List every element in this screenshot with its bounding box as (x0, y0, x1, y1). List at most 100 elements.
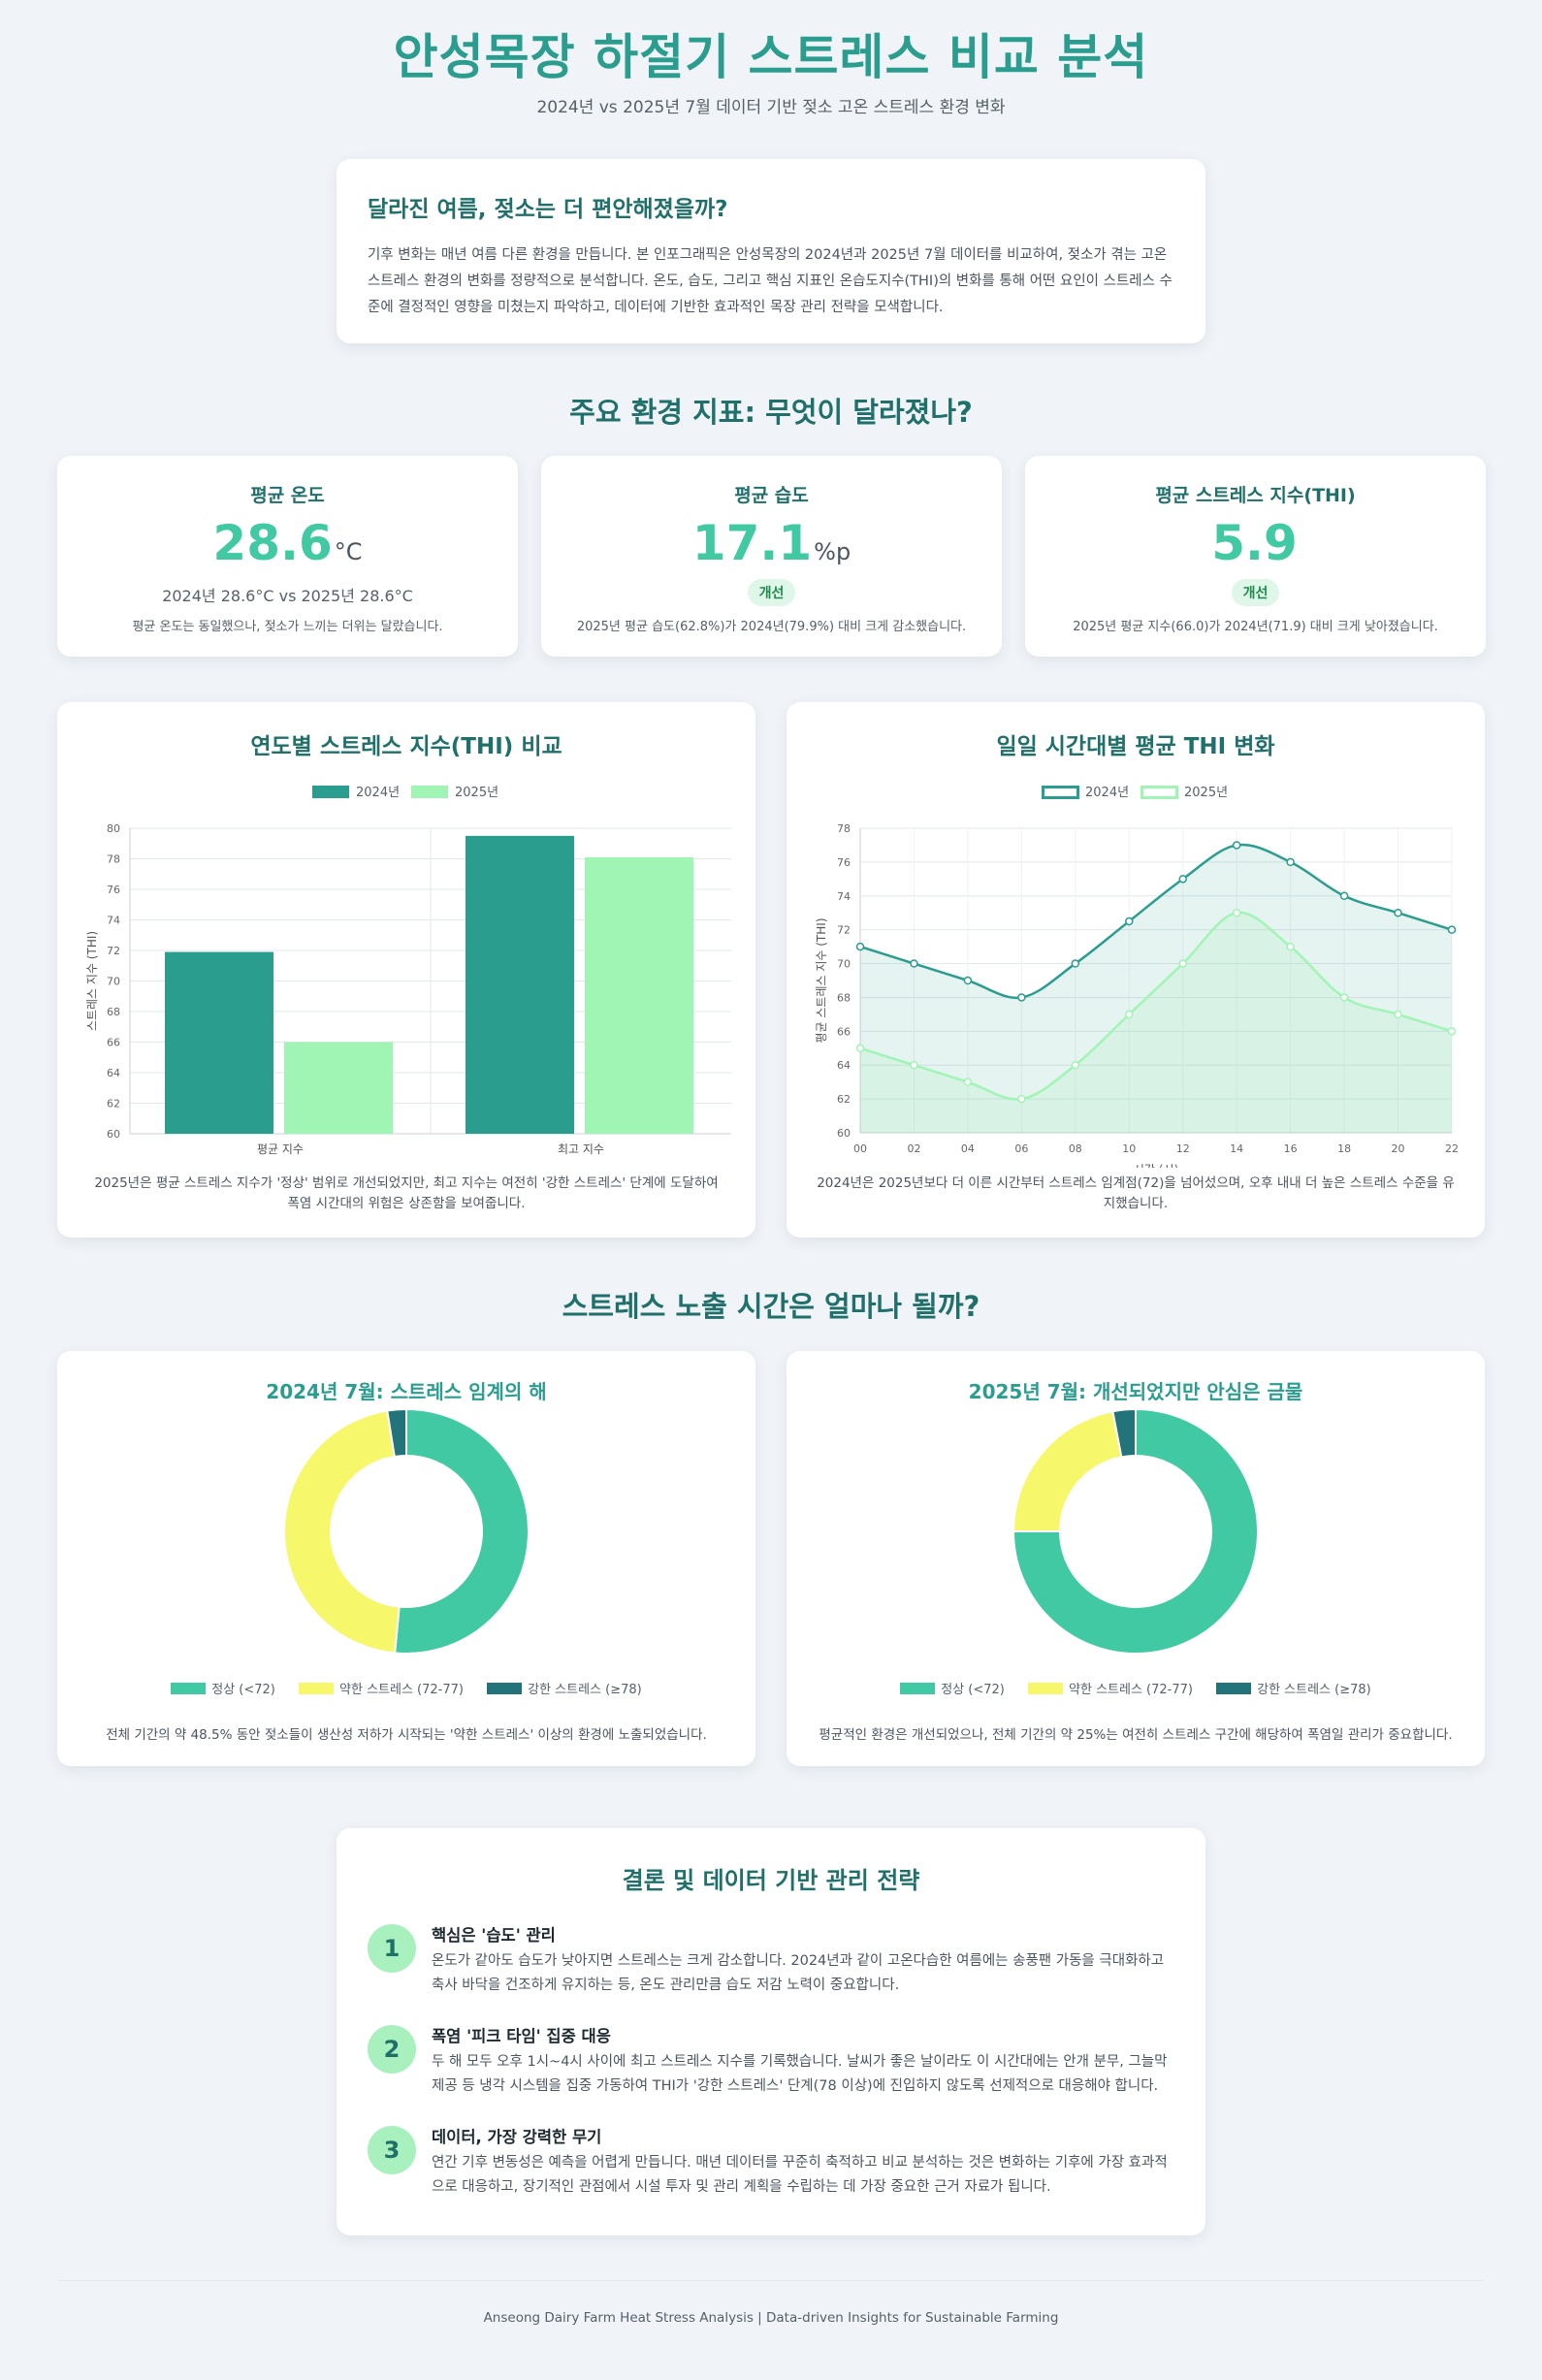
donut-note-2025: 평균적인 환경은 개선되었으나, 전체 기간의 약 25%는 여전히 스트레스 … (819, 1727, 1453, 1743)
kpi-compare: 2024년 28.6°C vs 2025년 28.6°C (162, 587, 413, 605)
improvement-badge: 개선 (747, 579, 796, 606)
y-axis-label: 스트레스 지수 (THI) (85, 931, 99, 1031)
legend-swatch (299, 1683, 335, 1694)
legend-item-severe[interactable]: 강한 스트레스 (≥78) (1216, 1679, 1371, 1697)
bar-chart-card: 연도별 스트레스 지수(THI) 비교 2024년 2025년 60 62 64 66 68… (57, 702, 755, 1238)
slice-severe-stress (1111, 1409, 1137, 1459)
legend-item-mild[interactable]: 약한 스트레스 (72-77) (1028, 1679, 1193, 1697)
kpi-note: 평균 온도는 동일했으나, 젖소가 느끼는 더위는 달랐습니다. (132, 620, 443, 634)
bar-2025 (284, 1042, 393, 1134)
data-point-2024 (1394, 908, 1402, 917)
legend-swatch (411, 786, 448, 798)
data-point-2025 (1178, 959, 1187, 968)
data-point-2025 (910, 1060, 918, 1070)
legend-swatch (1216, 1683, 1252, 1694)
legend-label: 약한 스트레스 (72-77) (339, 1683, 464, 1697)
improvement-badge: 개선 (1231, 579, 1280, 606)
data-point-2025 (1232, 908, 1241, 917)
point-title: 폭염 '피크 타임' 집중 대응 (432, 2027, 611, 2045)
conclusion-title: 결론 및 데이터 기반 관리 전략 (622, 1867, 920, 1894)
data-point-2024 (1178, 875, 1187, 884)
data-point-2025 (1125, 1010, 1134, 1019)
x-axis-label: 시간 (시) (1134, 1163, 1178, 1168)
legend-label: 2024년 (356, 786, 400, 800)
slice-normal (394, 1409, 530, 1655)
y-tick-label: 68 (837, 991, 851, 1004)
data-point-2024 (963, 976, 973, 985)
donut-title-2025: 2025년 7월: 개선되었지만 안심은 금물 (968, 1380, 1303, 1403)
data-point-2024 (910, 959, 918, 968)
kpi-card-thi: 평균 스트레스 지수(THI) 5.9 개선 2025년 평균 지수(66.0)… (1025, 456, 1486, 657)
y-tick-label: 64 (837, 1059, 851, 1072)
y-tick-label: 70 (107, 976, 120, 988)
conclusion-card: 결론 및 데이터 기반 관리 전략 1 핵심은 '습도' 관리 온도가 같아도 … (337, 1828, 1205, 2235)
kpi-card-temperature: 평균 온도 28.6°C 2024년 28.6°C vs 2025년 28.6°… (57, 456, 518, 657)
y-tick-label: 80 (107, 822, 120, 835)
x-tick-label: 06 (1014, 1142, 1028, 1155)
x-tick-label: 12 (1176, 1142, 1190, 1155)
data-point-2025 (1447, 1027, 1457, 1036)
kpi-unit: %p (814, 538, 851, 565)
data-point-2024 (1125, 917, 1134, 926)
bar-2024 (165, 951, 273, 1134)
data-point-2024 (855, 942, 865, 951)
legend-label: 정상 (<72) (211, 1683, 275, 1697)
data-point-2025 (1286, 942, 1295, 951)
legend-label: 2024년 (1085, 786, 1129, 800)
x-tick-label: 최고 지수 (558, 1142, 604, 1156)
bar-chart-title: 연도별 스트레스 지수(THI) 비교 (250, 734, 562, 759)
page-subtitle: 2024년 vs 2025년 7월 데이터 기반 젖소 고온 스트레스 환경 변… (536, 98, 1006, 117)
x-tick-label: 16 (1284, 1142, 1298, 1155)
legend-label: 정상 (<72) (941, 1683, 1005, 1697)
kpi-value: 28.6 (212, 515, 333, 571)
kpi-unit: °C (334, 538, 363, 565)
y-tick-label: 76 (107, 884, 120, 896)
x-tick-label: 08 (1069, 1142, 1082, 1155)
data-point-2025 (1394, 1010, 1402, 1019)
section-title-indicators: 주요 환경 지표: 무엇이 달라졌나? (569, 396, 973, 429)
kpi-note: 2025년 평균 습도(62.8%)가 2024년(79.9%) 대비 크게 감… (576, 620, 967, 634)
data-point-2024 (1286, 857, 1295, 867)
y-tick-label: 72 (837, 924, 851, 937)
footer-text: Anseong Dairy Farm Heat Stress Analysis … (483, 2310, 1059, 2326)
y-tick-label: 78 (837, 822, 851, 835)
page-header: 안성목장 하절기 스트레스 비교 분석 2024년 vs 2025년 7월 데이… (0, 27, 1542, 117)
legend-label: 2025년 (1184, 786, 1228, 800)
legend-item-normal[interactable]: 정상 (<72) (900, 1679, 1005, 1697)
x-tick-label: 10 (1122, 1142, 1136, 1155)
legend-item-mild[interactable]: 약한 스트레스 (72-77) (299, 1679, 464, 1697)
x-tick-label: 02 (907, 1142, 920, 1155)
y-tick-label: 74 (107, 915, 120, 927)
y-axis-label: 평균 스트레스 지수 (THI) (815, 917, 828, 1043)
line-chart-title: 일일 시간대별 평균 THI 변화 (996, 734, 1275, 759)
y-tick-label: 76 (837, 856, 851, 869)
data-point-2025 (1071, 1060, 1080, 1070)
x-tick-label: 20 (1392, 1142, 1405, 1155)
bar-chart-note: 2025년은 평균 스트레스 지수가 '정상' 범위로 개선되었지만, 최고 지… (94, 1175, 719, 1211)
donut-chart-2024 (283, 1409, 530, 1655)
x-tick-label: 22 (1445, 1142, 1459, 1155)
donut-title-2024: 2024년 7월: 스트레스 임계의 해 (266, 1380, 547, 1403)
y-tick-label: 62 (837, 1093, 851, 1106)
y-tick-label: 70 (837, 958, 851, 971)
point-number-badge: 2 (368, 2025, 416, 2074)
data-point-2025 (1017, 1094, 1026, 1104)
line-chart: 2024년 2025년 60 62 64 66 68 70 72 74 76 78 00 02 04 06 08… (815, 786, 1459, 1168)
page-title: 안성목장 하절기 스트레스 비교 분석 (393, 29, 1149, 85)
kpi-label: 평균 온도 (250, 485, 325, 506)
donut-card-2024: 2024년 7월: 스트레스 임계의 해 정상 (<72) 약한 스트레스 (7… (57, 1351, 755, 1766)
y-tick-label: 62 (107, 1098, 120, 1110)
legend-item-normal[interactable]: 정상 (<72) (171, 1679, 275, 1697)
x-tick-label: 00 (853, 1142, 867, 1155)
section-title-exposure: 스트레스 노출 시간은 얼마나 될까? (562, 1290, 980, 1323)
kpi-label: 평균 스트레스 지수(THI) (1155, 485, 1356, 506)
data-point-2025 (963, 1077, 973, 1086)
legend-swatch (1042, 786, 1079, 799)
point-number-badge: 3 (368, 2126, 416, 2174)
bar-2025 (585, 856, 693, 1134)
legend-label: 강한 스트레스 (≥78) (1257, 1683, 1371, 1697)
y-tick-label: 64 (107, 1067, 120, 1079)
legend-item-severe[interactable]: 강한 스트레스 (≥78) (487, 1679, 642, 1697)
point-number-badge: 1 (368, 1924, 416, 1973)
footer-divider (58, 2280, 1484, 2281)
